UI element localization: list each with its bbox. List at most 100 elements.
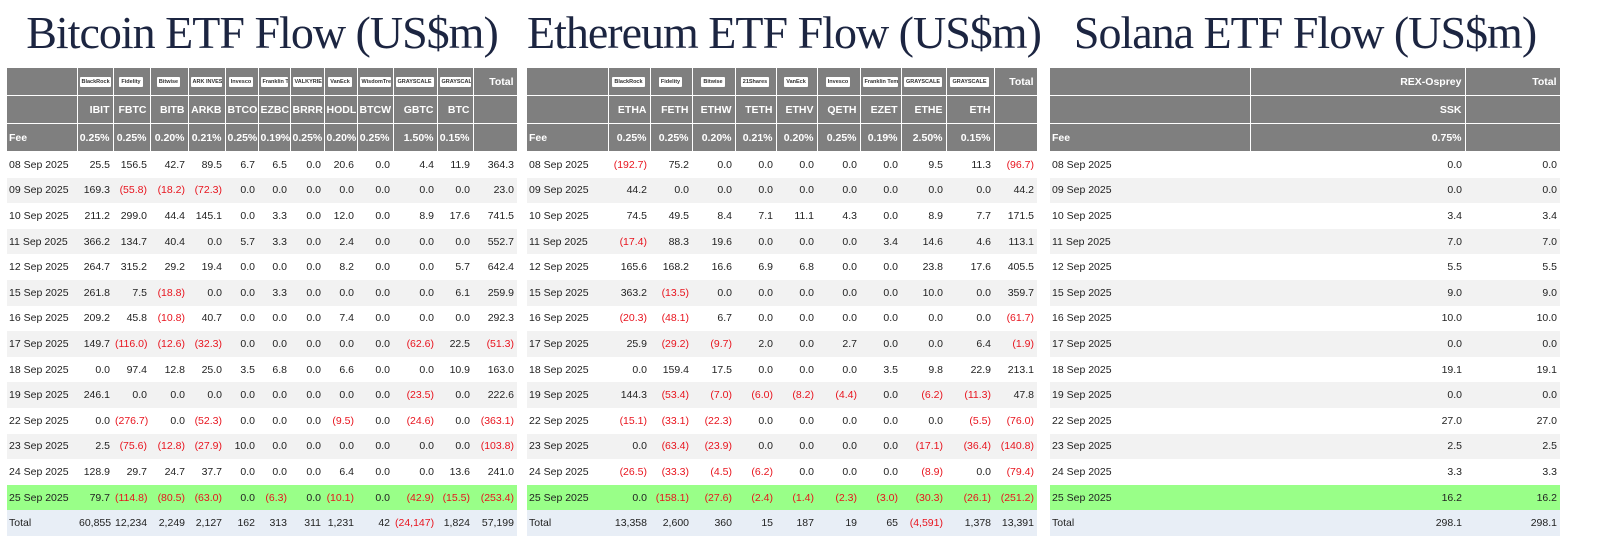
logo-cell: VanEck <box>324 68 358 96</box>
date-cell: 16 Sep 2025 <box>1052 312 1112 325</box>
date-cell: 18 Sep 2025 <box>9 363 69 376</box>
data-row: 23 Sep 2025 0.0 (63.4) (23.9) 0.0 0.0 0.0 0.0 (1… <box>527 433 1037 460</box>
flow-cell: 211.2 <box>84 209 111 222</box>
flow-cell: (2.4) <box>735 484 776 511</box>
flow-cell: 0.0 <box>290 177 324 204</box>
total-cell: (24,147) <box>393 510 437 536</box>
flow-cell: (5.5) <box>969 414 991 427</box>
flow-cell: 0.0 <box>817 177 860 204</box>
flow-cell: 0.0 <box>842 465 857 478</box>
issuer-logo: GRAYSCALE <box>439 76 471 87</box>
logo-cell: GRAYSCALE <box>946 68 995 96</box>
flow-cell: (17.4) <box>608 228 650 255</box>
flow-cell: 74.5 <box>626 209 647 222</box>
flow-cell: 10.9 <box>449 363 470 376</box>
header-cell <box>7 68 78 96</box>
table-title: Ethereum ETF Flow (US$m) <box>527 7 1042 58</box>
flow-cell: (253.4) <box>473 484 517 511</box>
date-cell: 19 Sep 2025 <box>7 382 77 408</box>
flow-cell: 25.9 <box>608 331 650 357</box>
fee: 1.50% <box>393 123 438 152</box>
fee: 0.25% <box>77 123 114 152</box>
fee: 0.19% <box>258 123 291 152</box>
flow-cell: 7.4 <box>339 312 354 325</box>
flow-cell: 9.5 <box>928 158 943 171</box>
date-cell: 11 Sep 2025 <box>1050 228 1250 255</box>
flow-cell: 0.0 <box>1250 382 1465 408</box>
fee: 0.21% <box>188 123 226 152</box>
fee-label: Fee <box>7 123 78 152</box>
flow-cell: 0.0 <box>883 209 898 222</box>
flow-cell: 0.0 <box>758 414 773 427</box>
ticker: GBTC <box>393 95 438 124</box>
header-cell <box>994 95 1038 124</box>
flow-cell: 0.0 <box>375 261 390 274</box>
flow-cell: (10.8) <box>157 312 185 325</box>
data-row: 19 Sep 2025 246.1 0.0 0.0 0.0 0.0 0.0 0.0 0.0 0.0… <box>7 382 517 408</box>
date-cell: 09 Sep 2025 <box>1050 177 1250 204</box>
flow-cell: 3.3 <box>258 279 290 306</box>
flow-cell: 0.0 <box>437 382 473 408</box>
flow-cell: 19.1 <box>1441 363 1462 376</box>
flow-cell: (13.5) <box>650 279 692 306</box>
total-header: Total <box>473 68 518 96</box>
flow-cell: 171.5 <box>1007 209 1034 222</box>
flow-cell: (12.8) <box>150 433 188 460</box>
flow-cell: 0.0 <box>650 177 692 204</box>
total-cell: 65 <box>860 510 901 536</box>
flow-cell: 0.0 <box>240 312 255 325</box>
date-cell: 16 Sep 2025 <box>529 312 589 325</box>
total-cell: 13,358 <box>608 510 650 536</box>
data-row: 25 Sep 2025 16.2 16.2 <box>1050 484 1560 511</box>
total-cell: 12,234 <box>113 510 150 536</box>
flow-cell: 134.7 <box>113 228 150 255</box>
ticker: BTCO <box>225 95 259 124</box>
date-cell: 24 Sep 2025 <box>1052 465 1112 478</box>
flow-cell: 0.0 <box>225 177 258 204</box>
header-cell <box>473 123 518 152</box>
flow-cell: 222.6 <box>473 382 517 408</box>
flow-cell: 299.0 <box>120 209 147 222</box>
date-cell: 08 Sep 2025 <box>529 158 589 171</box>
flow-cell: 0.0 <box>1250 331 1465 357</box>
date-cell: 17 Sep 2025 <box>7 331 77 357</box>
fee: 0.25% <box>650 123 693 152</box>
total-row: Total 13,358 2,600 360 15 187 19 65 (4,591) 1,378… <box>527 510 1037 536</box>
flow-cell: (63.4) <box>650 433 692 460</box>
flow-cell: 0.0 <box>324 433 357 460</box>
logo-cell: BlackRock <box>608 68 651 96</box>
flow-cell: 49.5 <box>668 209 689 222</box>
flow-cell: 24.7 <box>164 465 185 478</box>
flow-cell: 0.0 <box>419 363 434 376</box>
ticker: ETHW <box>692 95 736 124</box>
flow-cell: 0.0 <box>735 177 776 204</box>
data-row: 25 Sep 2025 0.0 (158.1) (27.6) (2.4) (1.4) (2.… <box>527 484 1037 511</box>
total-cell: 13,391 <box>994 510 1037 536</box>
flow-cell: 0.0 <box>860 331 901 357</box>
flow-cell: (1.9) <box>994 331 1037 357</box>
flow-cell: 0.0 <box>290 279 324 306</box>
issuer-logo: Fidelity <box>119 76 143 87</box>
flow-cell: (4.4) <box>817 382 860 408</box>
flow-cell: 0.0 <box>799 414 814 427</box>
data-row: 11 Sep 2025 (17.4) 88.3 19.6 0.0 0.0 0.0 3.4 14.… <box>527 228 1037 255</box>
flow-cell: 9.0 <box>1465 279 1560 306</box>
date-cell: 17 Sep 2025 <box>1050 331 1250 357</box>
flow-cell: 0.0 <box>901 331 946 357</box>
flow-cell: 0.0 <box>860 433 901 460</box>
flow-cell: 3.5 <box>883 363 898 376</box>
header-cell <box>473 95 518 124</box>
total-cell: 1,824 <box>437 510 473 536</box>
total-cell: 2,600 <box>650 510 692 536</box>
data-row: 19 Sep 2025 0.0 0.0 <box>1050 382 1560 408</box>
total-cell: 298.1 <box>1465 510 1560 536</box>
flow-cell: 0.0 <box>928 312 943 325</box>
flow-cell: 27.0 <box>1441 414 1462 427</box>
flow-cell: 27.0 <box>1536 414 1557 427</box>
ticker: SSK <box>1250 95 1466 124</box>
issuer-logo: Fidelity <box>658 76 683 87</box>
flow-cell: (51.3) <box>473 331 517 357</box>
date-cell: 23 Sep 2025 <box>1050 433 1250 460</box>
flow-cell: 0.0 <box>324 331 357 357</box>
flow-cell: 17.6 <box>449 209 470 222</box>
